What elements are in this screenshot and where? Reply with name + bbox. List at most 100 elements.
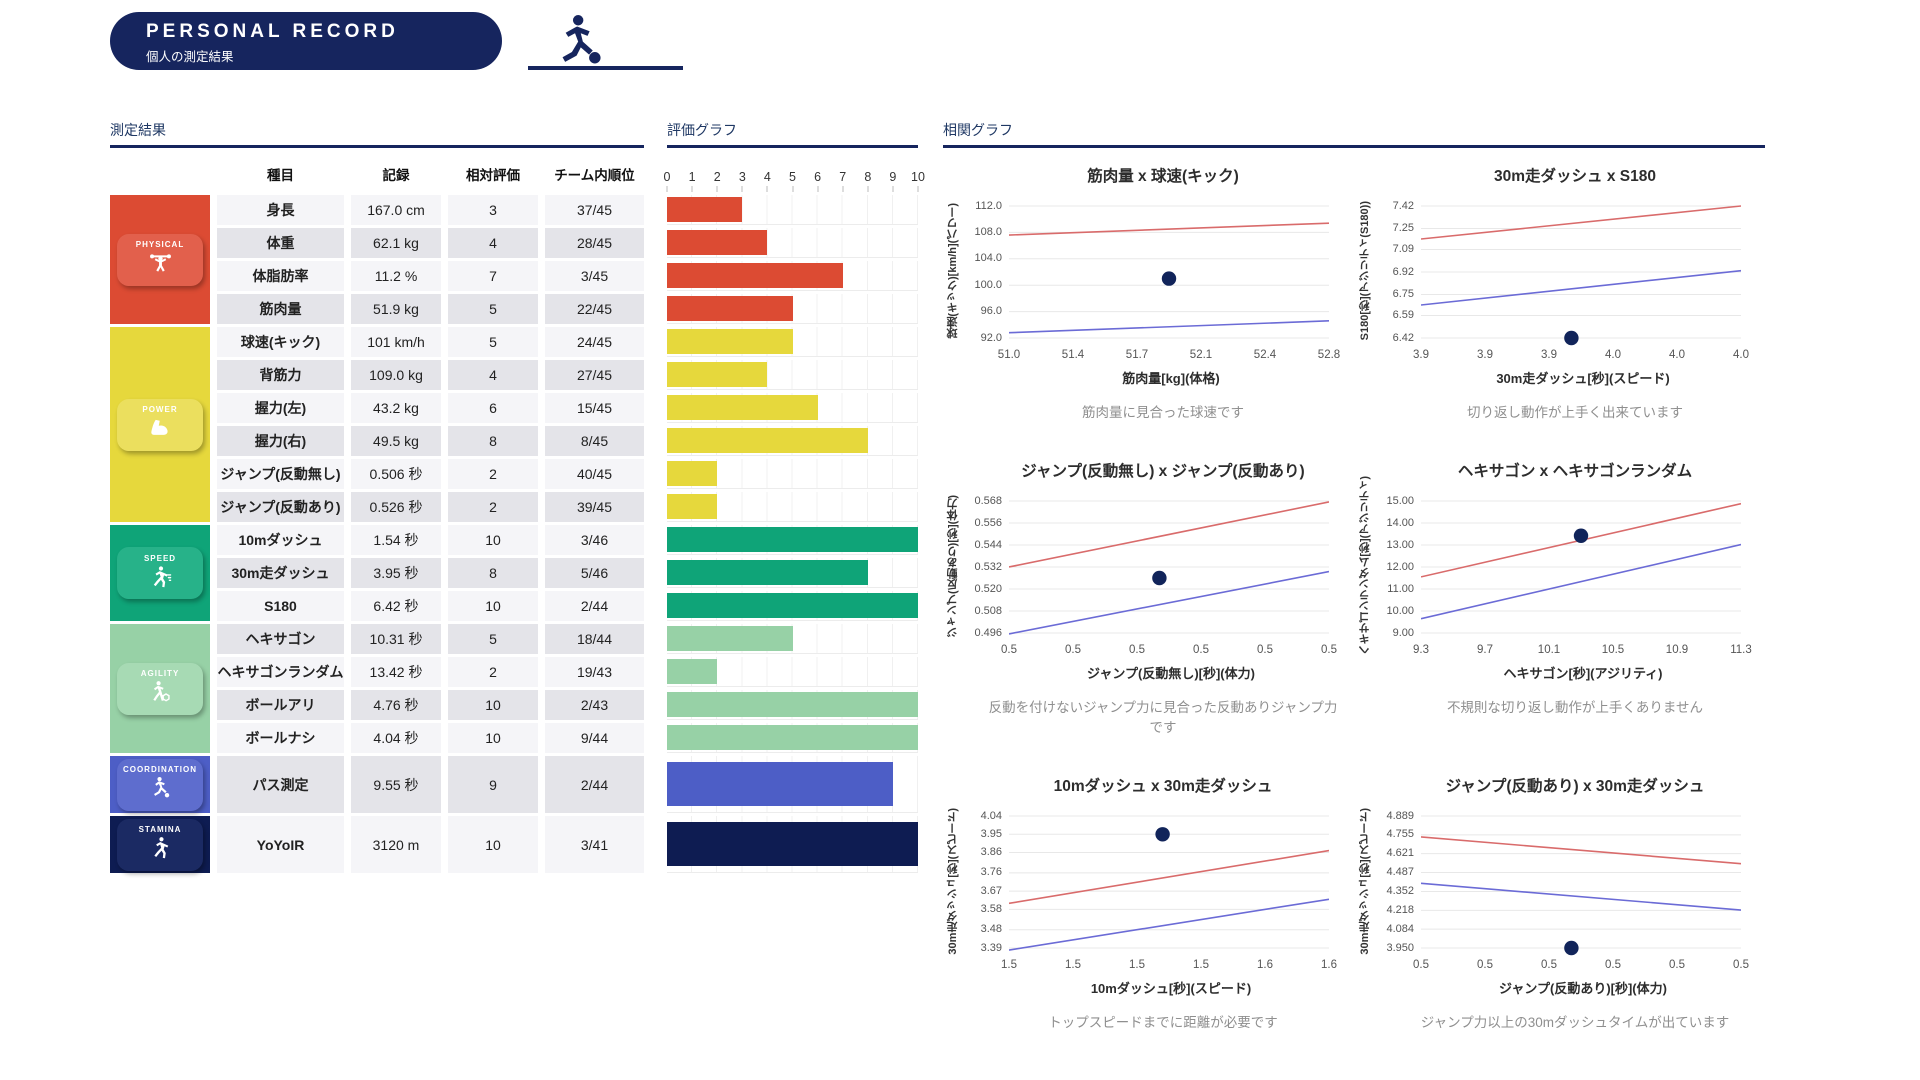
axis-tick-mark xyxy=(792,186,793,192)
bar-row xyxy=(667,261,918,291)
kicker-icon xyxy=(149,776,172,804)
event-cell: 背筋力 xyxy=(217,360,344,390)
event-cell: パス測定 xyxy=(217,756,344,813)
scatter-point xyxy=(1161,271,1177,286)
plot-area xyxy=(1421,196,1741,346)
category-badge: SPEED xyxy=(117,547,203,599)
score-bar xyxy=(667,560,868,585)
y-tick-label: 0.568 xyxy=(974,494,1002,507)
y-tick-label: 6.42 xyxy=(1392,331,1414,344)
trend-line-red xyxy=(1421,205,1741,240)
event-cell: ボールアリ xyxy=(217,690,344,720)
axis-tick-label: 8 xyxy=(864,170,872,184)
y-tick-label: 108.0 xyxy=(974,225,1002,238)
dribbler-icon xyxy=(149,680,172,708)
trend-line-blue xyxy=(1421,269,1741,306)
results-table: 種目 記録 相対評価 チーム内順位 PHYSICAL POWER SPEED AGILITY C… xyxy=(110,156,644,873)
y-axis-label: 30m走ダッシュ[秒](スピード) xyxy=(1359,807,1371,955)
bar-row xyxy=(667,558,918,588)
y-tick-label: 4.084 xyxy=(1386,922,1414,935)
record-cell: 3.95 秒 xyxy=(351,558,441,588)
scatter-plot-card: 30m走ダッシュ x S180 S180[秒](アジリティ(S180)) 6.42 6… xyxy=(1355,164,1755,421)
header-banner: PERSONAL RECORD 個人の測定結果 xyxy=(110,12,502,70)
category-agility: AGILITY xyxy=(110,624,210,753)
trend-line-blue xyxy=(1009,898,1329,951)
weightlifter-icon xyxy=(149,251,172,279)
bar-row xyxy=(667,228,918,258)
y-tick-label: 10.00 xyxy=(1386,604,1414,617)
x-tick-label: 0.5 xyxy=(1065,644,1081,656)
score-bar xyxy=(667,329,793,354)
y-tick-label: 3.58 xyxy=(980,902,1002,915)
axis-tick-mark xyxy=(817,186,819,192)
record-cell: 101 km/h xyxy=(351,327,441,357)
score-cell: 2 xyxy=(448,657,538,687)
axis-tick-mark xyxy=(867,186,869,192)
rank-cell: 24/45 xyxy=(545,327,644,357)
bar-axis: 0 1 2 3 4 5 6 7 8 9 10 xyxy=(664,156,925,192)
plot-caption: 不規則な切り返し動作が上手くありません xyxy=(1446,700,1704,715)
score-cell: 5 xyxy=(448,294,538,324)
x-tick-label: 4.0 xyxy=(1733,349,1749,361)
y-axis-ticks: 6.42 6.59 6.75 6.92 7.09 7.25 7.42 xyxy=(1375,196,1421,346)
score-cell: 8 xyxy=(448,558,538,588)
y-tick-label: 15.00 xyxy=(1386,494,1414,507)
category-power: POWER xyxy=(110,327,210,522)
record-cell: 109.0 kg xyxy=(351,360,441,390)
y-tick-label: 3.76 xyxy=(980,866,1002,879)
y-tick-label: 3.86 xyxy=(980,846,1002,859)
bar-row xyxy=(667,624,918,654)
y-tick-label: 0.508 xyxy=(974,604,1002,617)
scatter-point xyxy=(1155,827,1170,842)
record-cell: 49.5 kg xyxy=(351,426,441,456)
evaluation-section-title: 評価グラフ xyxy=(667,120,918,148)
plot-caption: 筋肉量に見合った球速です xyxy=(1082,405,1244,420)
y-tick-label: 4.487 xyxy=(1386,866,1414,878)
y-axis-label: S180[秒](アジリティ(S180)) xyxy=(1359,201,1371,341)
record-cell: 43.2 kg xyxy=(351,393,441,423)
score-bar xyxy=(667,395,818,420)
rank-cell: 19/43 xyxy=(545,657,644,687)
column-header: 記録 xyxy=(382,168,410,183)
event-cell: 握力(右) xyxy=(217,426,344,456)
trend-line-blue xyxy=(1009,570,1329,635)
y-tick-label: 6.75 xyxy=(1392,287,1414,300)
bar-row xyxy=(667,492,918,522)
y-tick-label: 3.950 xyxy=(1386,941,1414,954)
runner-icon xyxy=(149,836,172,864)
score-bar xyxy=(667,494,718,519)
axis-tick-mark xyxy=(842,186,844,192)
rank-cell: 15/45 xyxy=(545,393,644,423)
axis-tick-label: 6 xyxy=(814,170,822,184)
event-cell: ヘキサゴンランダム xyxy=(217,657,344,687)
rank-cell: 40/45 xyxy=(545,459,644,489)
axis-tick-label: 5 xyxy=(789,170,796,184)
rank-cell: 37/45 xyxy=(545,195,644,225)
axis-tick-label: 2 xyxy=(713,170,721,184)
x-tick-label: 0.5 xyxy=(1321,644,1337,656)
y-tick-label: 92.0 xyxy=(980,331,1002,344)
trend-line-blue xyxy=(1009,320,1329,334)
trend-line-red xyxy=(1421,836,1741,865)
rank-cell: 5/46 xyxy=(545,558,644,588)
bar-row xyxy=(667,459,918,489)
axis-tick-mark xyxy=(691,186,693,192)
rank-cell: 3/41 xyxy=(545,816,644,873)
score-cell: 2 xyxy=(448,492,538,522)
y-tick-label: 4.218 xyxy=(1386,903,1414,916)
y-tick-label: 96.0 xyxy=(980,305,1002,318)
bar-row xyxy=(667,723,918,753)
category-label: SPEED xyxy=(143,553,177,563)
x-tick-label: 0.5 xyxy=(1129,644,1145,656)
score-cell: 9 xyxy=(448,756,538,813)
results-section: 測定結果 種目 記録 相対評価 チーム内順位 PHYSICAL POWER SPEED AGI… xyxy=(110,120,644,873)
score-cell: 8 xyxy=(448,426,538,456)
score-cell: 10 xyxy=(448,723,538,753)
y-tick-label: 4.621 xyxy=(1386,847,1414,860)
results-section-title: 測定結果 xyxy=(110,120,644,148)
record-cell: 6.42 秒 xyxy=(351,591,441,621)
score-bar xyxy=(667,593,918,618)
page-subtitle: 個人の測定結果 xyxy=(146,50,234,64)
x-tick-label: 52.1 xyxy=(1189,349,1213,361)
axis-tick-label: 1 xyxy=(688,170,696,184)
